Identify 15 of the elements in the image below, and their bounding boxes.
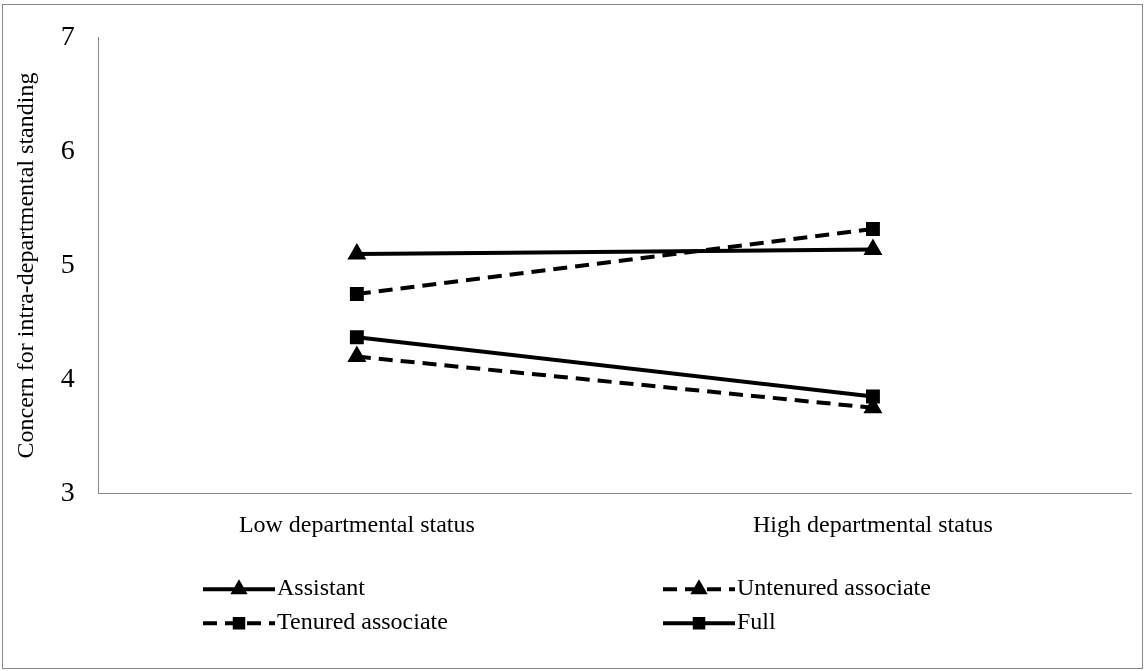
legend-label: Full	[737, 608, 777, 635]
point	[349, 330, 364, 345]
y-tick-label: 7	[60, 20, 75, 52]
point	[866, 222, 880, 237]
x-tick-label: Low departmental status	[238, 510, 475, 537]
legend-label: Tenured associate	[277, 608, 448, 635]
y-axis-title: Concern for intra-departmental standing	[11, 72, 38, 459]
y-tick-label: 4	[60, 361, 75, 393]
legend-label: Assistant	[277, 574, 366, 601]
y-tick-label: 3	[60, 475, 75, 507]
y-tick-label: 6	[60, 134, 75, 166]
y-tick-label: 5	[60, 247, 75, 279]
legend-label: Untenured associate	[737, 574, 931, 601]
point	[349, 287, 364, 301]
x-tick-label: High departmental status	[752, 510, 993, 537]
